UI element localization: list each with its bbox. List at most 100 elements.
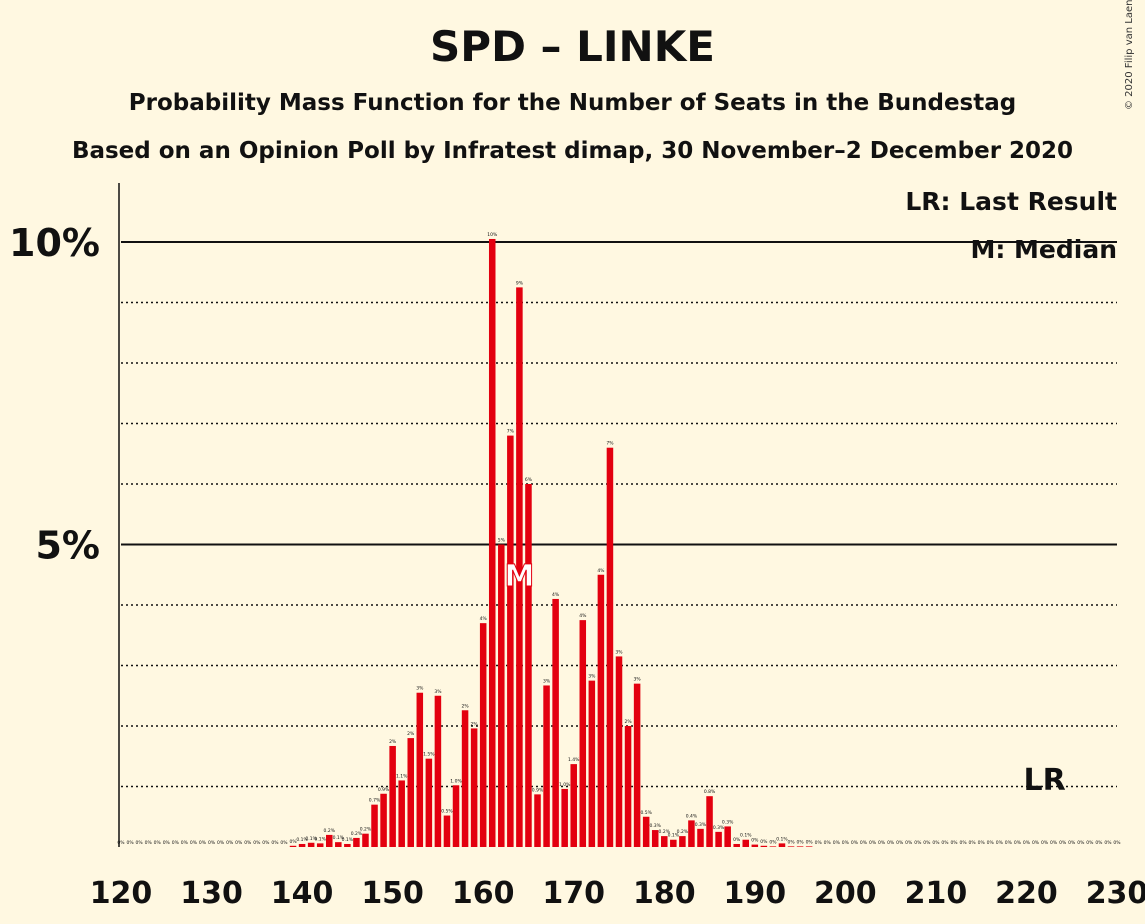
x-tick-label: 220 bbox=[995, 876, 1058, 911]
bar-value-label: 7% bbox=[507, 429, 515, 435]
bar-value-label: 0.1% bbox=[305, 836, 317, 842]
x-tick-label: 140 bbox=[271, 876, 334, 911]
bar bbox=[787, 846, 795, 847]
bar-value-label: 0% bbox=[960, 840, 968, 846]
bar bbox=[353, 837, 360, 847]
bar-value-label: 10% bbox=[487, 232, 498, 238]
bar-value-label: 0.2% bbox=[360, 827, 372, 833]
bar-value-label: 0% bbox=[1095, 840, 1103, 846]
bar-value-label: 9% bbox=[516, 280, 524, 286]
bar bbox=[633, 683, 641, 847]
bar-value-label: 0% bbox=[733, 837, 741, 843]
bar-value-label: 0% bbox=[117, 840, 125, 846]
bar-value-label: 0% bbox=[751, 838, 759, 844]
bar bbox=[461, 710, 469, 847]
median-marker: M bbox=[504, 559, 534, 594]
bar-value-label: 0% bbox=[289, 839, 297, 845]
bar-value-label: 0.2% bbox=[324, 828, 336, 834]
bar-value-label: 0% bbox=[869, 840, 877, 846]
bar bbox=[443, 815, 451, 847]
bar-value-label: 0% bbox=[1050, 840, 1058, 846]
last-result-marker: LR bbox=[1023, 763, 1065, 798]
bar bbox=[724, 826, 731, 847]
bar bbox=[588, 680, 596, 847]
bar-value-label: 0% bbox=[226, 840, 234, 846]
bar-value-label: 0.2% bbox=[677, 829, 689, 835]
bar-value-label: 0.1% bbox=[296, 837, 308, 843]
bar-value-label: 0.5% bbox=[441, 809, 453, 815]
bar bbox=[579, 620, 587, 847]
bar-value-label: 0% bbox=[806, 839, 814, 845]
bar-value-label: 0% bbox=[181, 840, 189, 846]
bar bbox=[507, 435, 514, 847]
bar bbox=[597, 574, 605, 847]
bar bbox=[769, 846, 777, 847]
bar bbox=[679, 836, 686, 847]
x-tick-label: 200 bbox=[814, 876, 877, 911]
bar bbox=[498, 544, 505, 847]
bar-value-label: 7% bbox=[606, 441, 614, 447]
x-tick-label: 170 bbox=[542, 876, 605, 911]
chart-subtitle: Probability Mass Function for the Number… bbox=[128, 90, 1017, 116]
bar-value-label: 0% bbox=[760, 839, 768, 845]
bar bbox=[552, 598, 559, 847]
bar bbox=[416, 692, 424, 847]
bar bbox=[715, 831, 722, 847]
chart-subtitle-poll: Based on an Opinion Poll by Infratest di… bbox=[71, 138, 1074, 164]
y-tick-label: 10% bbox=[9, 221, 100, 265]
bar-value-label: 5% bbox=[498, 538, 506, 544]
bar bbox=[371, 804, 378, 847]
bar bbox=[697, 828, 704, 847]
bar-value-label: 0.9% bbox=[532, 787, 544, 793]
bar bbox=[796, 846, 804, 847]
bar bbox=[488, 238, 496, 848]
bar-value-label: 0% bbox=[208, 840, 216, 846]
bar-value-label: 0% bbox=[1068, 840, 1076, 846]
bar bbox=[289, 845, 297, 847]
bar bbox=[670, 839, 677, 847]
bar-value-label: 0% bbox=[878, 840, 886, 846]
bar-value-label: 0% bbox=[1014, 840, 1022, 846]
bar-value-label: 0% bbox=[797, 839, 805, 845]
x-tick-label: 180 bbox=[633, 876, 696, 911]
bar-value-label: 6% bbox=[525, 477, 533, 483]
bar bbox=[606, 447, 614, 847]
bar-value-label: 1.4% bbox=[568, 757, 580, 763]
bar-value-label: 0% bbox=[842, 840, 850, 846]
bar bbox=[298, 843, 306, 847]
bar bbox=[425, 758, 433, 847]
bar bbox=[325, 834, 333, 847]
bar-value-label: 0% bbox=[217, 840, 225, 846]
bar-value-label: 2% bbox=[407, 731, 415, 737]
x-tick-label: 190 bbox=[724, 876, 787, 911]
bar bbox=[344, 843, 351, 847]
bar-value-label: 0% bbox=[235, 840, 243, 846]
bar-value-label: 0% bbox=[190, 840, 198, 846]
x-tick-label: 230 bbox=[1086, 876, 1145, 911]
bar-value-label: 0.4% bbox=[686, 813, 698, 819]
bar bbox=[760, 845, 768, 847]
bar-value-label: 1.0% bbox=[450, 778, 462, 784]
bar-value-label: 0% bbox=[914, 840, 922, 846]
bar-value-label: 0% bbox=[824, 840, 832, 846]
bar bbox=[742, 839, 750, 847]
bar-value-label: 0% bbox=[887, 840, 895, 846]
bar-value-label: 0% bbox=[1077, 840, 1085, 846]
bar-value-label: 2% bbox=[471, 721, 479, 727]
bar bbox=[561, 788, 568, 847]
bar-value-label: 3% bbox=[434, 689, 442, 695]
bar-value-label: 0.2% bbox=[351, 831, 363, 837]
x-tick-label: 120 bbox=[90, 876, 153, 911]
bar-value-label: 0% bbox=[896, 840, 904, 846]
bar bbox=[470, 728, 478, 847]
bar-value-label: 0% bbox=[1104, 840, 1112, 846]
bar bbox=[751, 844, 759, 847]
bar bbox=[452, 785, 460, 847]
bar-value-label: 0.5% bbox=[640, 810, 652, 816]
bar-value-label: 3% bbox=[634, 677, 642, 683]
bar-value-label: 1.1% bbox=[396, 773, 408, 779]
bar-value-label: 3% bbox=[543, 678, 551, 684]
bar-value-label: 0% bbox=[1032, 840, 1040, 846]
bar-value-label: 0% bbox=[860, 840, 868, 846]
